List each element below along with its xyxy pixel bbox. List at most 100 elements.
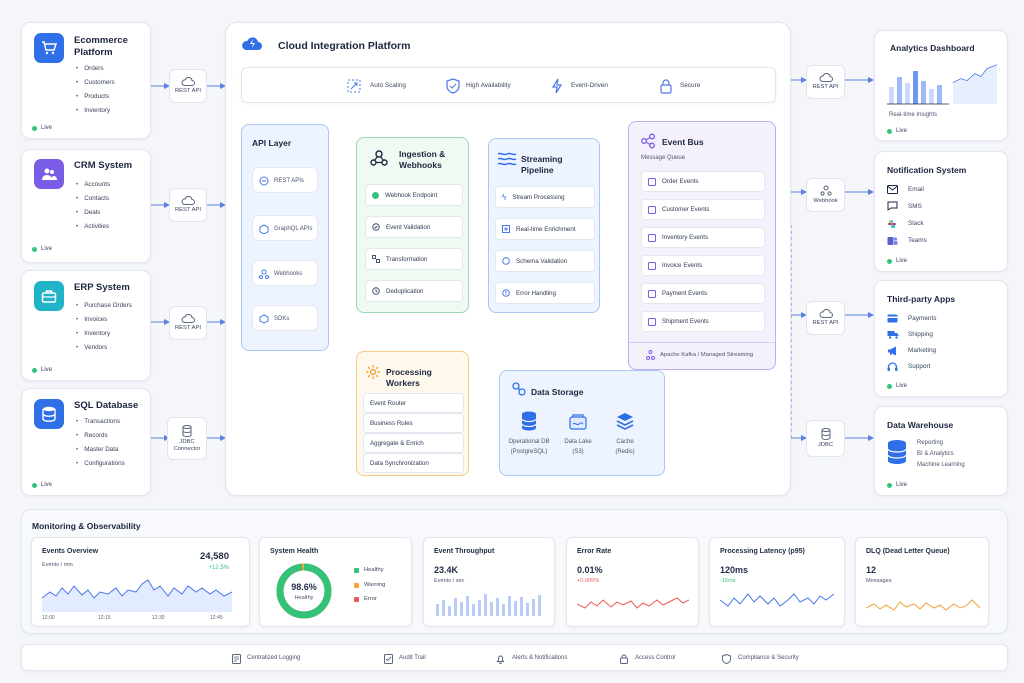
connector-label: REST API xyxy=(175,88,201,94)
footer-item[interactable]: Alerts & Notifications xyxy=(512,655,568,661)
streaming-item[interactable]: Real-time Enrichment xyxy=(495,218,595,240)
processing-item[interactable]: Aggregate & Enrich xyxy=(363,433,464,453)
scaling-icon xyxy=(347,79,361,93)
dest-caption: Real-time Insights xyxy=(889,112,938,118)
source-card-ecommerce[interactable]: Ecommerce Platform Orders Customers Prod… xyxy=(21,22,151,139)
dedup-icon xyxy=(372,287,380,295)
list-item: Customers xyxy=(76,79,114,86)
error-rate-sparkline xyxy=(577,597,689,609)
ingestion-item[interactable]: Event Validation xyxy=(365,216,463,238)
metric-card-system-health[interactable]: System Health 98.6% Healthy Healthy Warn… xyxy=(259,537,412,627)
api-item-rest[interactable]: REST APIs xyxy=(252,167,318,193)
metric-value: 0.01% xyxy=(577,565,603,575)
footer-item[interactable]: Compliance & Security xyxy=(738,655,799,661)
source-card-crm[interactable]: CRM System Accounts Contacts Deals Activ… xyxy=(21,149,151,263)
dest-item: Machine Learning xyxy=(917,462,965,468)
ingestion-item[interactable]: Deduplication xyxy=(365,280,463,302)
event-item[interactable]: Inventory Events xyxy=(641,227,765,248)
event-bus-panel: Event Bus Message Queue Order Events Cus… xyxy=(628,121,776,370)
api-item-label: REST APIs xyxy=(274,178,304,184)
source-card-sql-database[interactable]: SQL Database Transactions Records Master… xyxy=(21,388,151,496)
panel-title: Event Bus xyxy=(662,137,704,147)
status-badge: Live xyxy=(887,383,907,389)
lock-icon xyxy=(620,654,628,664)
footer-item[interactable]: Access Control xyxy=(635,655,676,661)
metric-card-throughput[interactable]: Event Throughput 23.4K Events / sec xyxy=(423,537,555,627)
features-bar: Auto Scaling High Availability Event-Dri… xyxy=(241,67,776,103)
streaming-item[interactable]: ϟ Stream Processing xyxy=(495,186,595,208)
cloud-icon xyxy=(819,309,833,318)
rest-api-connector[interactable]: REST API xyxy=(169,306,207,340)
footer-item[interactable]: Centralized Logging xyxy=(247,655,301,661)
error-icon xyxy=(502,289,510,297)
briefcase-icon xyxy=(34,281,64,311)
database-icon xyxy=(887,439,907,465)
streaming-item[interactable]: Error Handling xyxy=(495,282,595,304)
list-item: Configurations xyxy=(76,460,125,467)
event-item[interactable]: Order Events xyxy=(641,171,765,192)
database-icon xyxy=(34,399,64,429)
cloud-icon xyxy=(181,77,195,86)
rest-api-connector[interactable]: REST API xyxy=(806,301,845,335)
feature-label: Auto Scaling xyxy=(370,82,406,89)
divider xyxy=(629,342,775,343)
dot-icon xyxy=(372,191,379,199)
streaming-panel: Streaming Pipeline ϟ Stream Processing Re… xyxy=(488,138,600,313)
feature-label: High Availability xyxy=(466,82,511,89)
rest-api-connector[interactable]: REST API xyxy=(806,65,845,99)
status-badge: Live xyxy=(32,246,52,252)
rest-api-connector[interactable]: REST API xyxy=(169,69,207,103)
api-layer-panel: API Layer REST APIs GraphQL APIs Webhook… xyxy=(241,124,329,351)
shield-icon xyxy=(446,78,460,94)
metric-card-error-rate[interactable]: Error Rate 0.01% +0.005% xyxy=(566,537,699,627)
event-icon xyxy=(648,177,656,186)
metric-card-latency[interactable]: Processing Latency (p95) 120ms -15ms xyxy=(709,537,845,627)
ingestion-item-label: Deduplication xyxy=(386,287,424,295)
event-item[interactable]: Payment Events xyxy=(641,283,765,304)
ingestion-item[interactable]: Transformation xyxy=(365,248,463,270)
source-card-erp[interactable]: ERP System Purchase Orders Invoices Inve… xyxy=(21,270,151,381)
source-title: Ecommerce xyxy=(74,35,128,46)
streaming-item[interactable]: Schema Validation xyxy=(495,250,595,272)
storage-label-line2: (PostgreSQL) xyxy=(510,449,548,455)
processing-item[interactable]: Event Router xyxy=(363,393,464,413)
dest-card-third-party[interactable]: Third-party Apps Payments Shipping Marke… xyxy=(874,280,1008,397)
status-badge: Live xyxy=(32,482,52,488)
jdbc-connector[interactable]: JDBC Connector xyxy=(167,417,207,460)
api-item-sdks[interactable]: SDKs xyxy=(252,305,318,331)
event-item[interactable]: Shipment Events xyxy=(641,311,765,332)
streaming-item-label: Stream Processing xyxy=(512,193,565,201)
cloud-icon xyxy=(181,196,195,205)
metric-title: Event Throughput xyxy=(434,548,495,555)
processing-item[interactable]: Data Synchronization xyxy=(363,453,464,473)
dest-card-notification[interactable]: Notification System Email SMS Slack Team… xyxy=(874,151,1008,272)
rest-api-connector[interactable]: REST API xyxy=(169,188,207,222)
throughput-bars xyxy=(436,594,541,616)
metric-card-events-overview[interactable]: Events Overview Events / min 24,580 +12.… xyxy=(31,537,250,627)
dest-title: Notification System xyxy=(887,165,967,175)
list-item: Accounts xyxy=(76,181,110,188)
dest-card-warehouse[interactable]: Data Warehouse Reporting BI & Analytics … xyxy=(874,406,1008,496)
status-badge: Live xyxy=(32,367,52,373)
api-item-graphql[interactable]: GraphQL APIs xyxy=(252,215,318,241)
metric-card-dlq[interactable]: DLQ (Dead Letter Queue) 12 Messages xyxy=(855,537,989,627)
dest-card-analytics[interactable]: Analytics Dashboard Real-time Insights L… xyxy=(874,30,1008,141)
webhook-connector[interactable]: Webhook xyxy=(806,178,845,212)
footer-item[interactable]: Audit Trail xyxy=(399,655,426,661)
list-item: Vendors xyxy=(76,344,107,351)
events-sparkline xyxy=(42,579,232,612)
api-item-webhooks[interactable]: Webhooks xyxy=(252,260,318,286)
event-icon xyxy=(648,317,656,326)
megaphone-icon xyxy=(887,346,898,356)
list-item: Inventory xyxy=(76,330,110,337)
dest-item: BI & Analytics xyxy=(917,451,954,457)
processing-item[interactable]: Business Rules xyxy=(363,413,464,433)
storage-icon xyxy=(510,381,528,397)
ingestion-item[interactable]: Webhook Endpoint xyxy=(365,184,463,206)
jdbc-connector[interactable]: JDBC xyxy=(806,420,845,457)
connector-label: REST API xyxy=(175,325,201,331)
event-item[interactable]: Invoice Events xyxy=(641,255,765,276)
ingestion-item-label: Event Validation xyxy=(386,223,431,231)
event-item[interactable]: Customer Events xyxy=(641,199,765,220)
sdk-icon xyxy=(259,314,269,324)
